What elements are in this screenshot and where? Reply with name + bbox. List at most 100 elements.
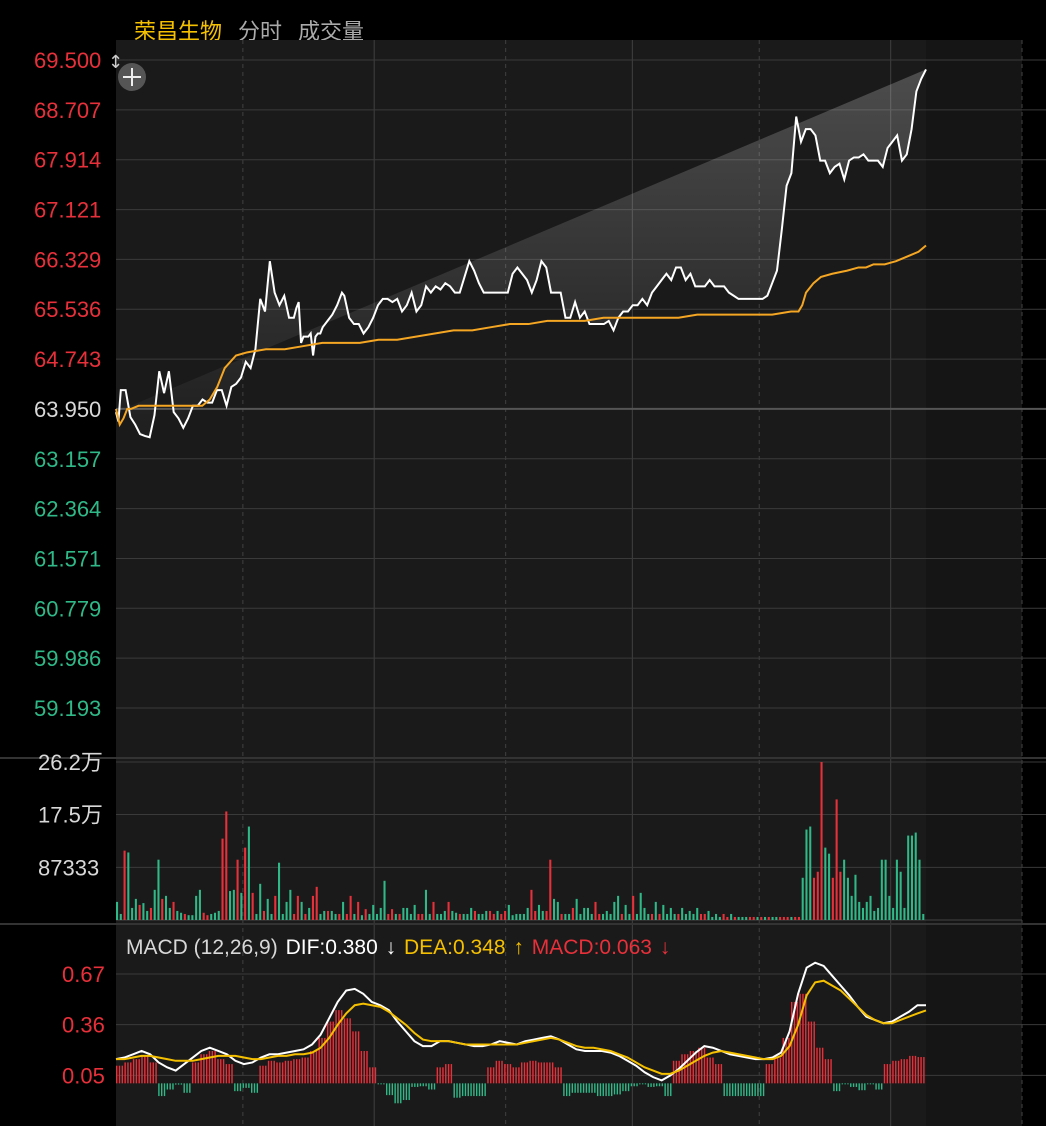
macd-histogram-bar	[296, 1059, 298, 1084]
volume-bar	[281, 913, 284, 920]
volume-bar	[560, 913, 563, 920]
volume-bar	[504, 910, 507, 920]
volume-bar	[786, 916, 789, 920]
macd-histogram-bar	[431, 1083, 433, 1090]
volume-bar	[635, 913, 638, 920]
macd-histogram-bar	[270, 1060, 273, 1084]
volume-bar	[134, 898, 137, 920]
macd-histogram-bar	[374, 1067, 377, 1084]
volume-bar	[662, 904, 665, 920]
macd-histogram-bar	[838, 1083, 841, 1092]
volume-bar	[428, 913, 431, 920]
macd-histogram-bar	[284, 1060, 287, 1084]
volume-bar	[368, 913, 371, 920]
macd-histogram-bar	[897, 1060, 900, 1084]
price-tick-label: 65.536	[34, 297, 101, 322]
macd-histogram-bar	[487, 1067, 489, 1084]
macd-histogram-bar	[116, 1065, 118, 1084]
macd-histogram-bar	[436, 1067, 439, 1084]
macd-histogram-bar	[369, 1067, 371, 1084]
macd-histogram-bar	[312, 1050, 315, 1084]
macd-histogram-bar	[571, 1083, 574, 1093]
macd-histogram-bar	[734, 1083, 737, 1097]
volume-tick-label: 26.2万	[38, 750, 103, 775]
volume-bar	[345, 913, 348, 920]
macd-histogram-bar	[521, 1062, 523, 1084]
macd-histogram-bar	[805, 993, 807, 1084]
macd-histogram-bar	[701, 1047, 703, 1084]
volume-bar	[123, 850, 126, 920]
volume-bar	[432, 901, 435, 920]
macd-histogram-bar	[535, 1060, 537, 1084]
volume-bar	[236, 859, 239, 920]
volume-bar	[349, 895, 352, 920]
volume-bar	[790, 916, 793, 920]
macd-histogram-bar	[177, 1083, 180, 1085]
macd-histogram-bar	[281, 1062, 284, 1084]
volume-bar	[138, 904, 141, 920]
macd-histogram-bar	[875, 1083, 877, 1090]
macd-histogram-bar	[577, 1083, 579, 1093]
volume-bar	[873, 910, 876, 920]
tab-volume[interactable]: 成交量	[298, 19, 365, 44]
volume-bar	[375, 913, 379, 920]
volume-bar	[895, 859, 898, 920]
macd-histogram-bar	[717, 1064, 720, 1084]
macd-histogram-bar	[338, 1010, 340, 1084]
price-tick-label: 59.193	[34, 696, 101, 721]
macd-histogram-bar	[259, 1065, 261, 1084]
price-tick-label: 63.950	[34, 397, 101, 422]
macd-histogram-bar	[537, 1062, 540, 1084]
resize-arrows-icon[interactable]: ↕	[108, 52, 123, 73]
volume-bar	[244, 847, 247, 920]
macd-histogram-bar	[785, 1037, 787, 1084]
macd-histogram-bar	[118, 1065, 121, 1084]
macd-histogram-bar	[366, 1050, 368, 1084]
macd-histogram-bar	[807, 1021, 810, 1084]
volume-bar	[779, 916, 782, 920]
macd-histogram-bar	[504, 1064, 506, 1084]
macd-histogram-bar	[349, 1018, 351, 1084]
macd-histogram-bar	[321, 1037, 323, 1084]
macd-histogram-bar	[911, 1055, 914, 1084]
tab-stock-name[interactable]: 荣昌生物	[134, 19, 223, 44]
tab-time-share[interactable]: 分时	[238, 19, 283, 44]
volume-bar	[142, 903, 145, 920]
volume-bar	[488, 910, 492, 920]
macd-histogram-bar	[363, 1050, 365, 1084]
macd-histogram-bar	[386, 1083, 388, 1096]
volume-bar	[741, 916, 744, 920]
macd-histogram-bar	[383, 1083, 385, 1085]
macd-histogram-bar	[253, 1083, 256, 1093]
volume-bar	[247, 826, 250, 920]
macd-histogram-bar	[236, 1083, 239, 1092]
volume-bar	[730, 913, 733, 920]
macd-histogram-bar	[332, 1021, 334, 1084]
macd-histogram-bar	[821, 1047, 824, 1084]
macd-histogram-bar	[858, 1083, 860, 1091]
macd-histogram-bar	[751, 1083, 754, 1097]
volume-bar	[315, 886, 318, 920]
volume-bar	[828, 853, 831, 920]
volume-bar	[470, 907, 473, 920]
macd-histogram-bar	[546, 1062, 548, 1084]
macd-histogram-bar	[866, 1083, 869, 1085]
volume-bar	[809, 826, 812, 920]
macd-histogram-bar	[152, 1062, 154, 1084]
macd-histogram-bar	[492, 1067, 495, 1084]
zoom-add-button[interactable]	[118, 63, 146, 91]
volume-tick-label: 87333	[38, 855, 99, 880]
volume-bar	[797, 916, 800, 920]
volume-bar	[711, 916, 714, 920]
volume-bar	[462, 913, 465, 920]
macd-histogram-bar	[850, 1083, 852, 1087]
volume-bar	[553, 898, 556, 920]
volume-bar	[594, 901, 597, 920]
volume-bar	[402, 907, 405, 920]
volume-bar	[387, 913, 390, 920]
macd-histogram-bar	[256, 1083, 259, 1093]
macd-histogram-bar	[380, 1083, 382, 1085]
macd-histogram-bar	[141, 1055, 143, 1084]
volume-bar	[602, 913, 605, 920]
